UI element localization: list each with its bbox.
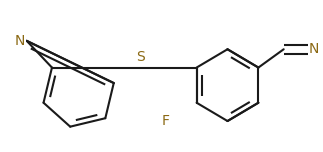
- Text: N: N: [309, 42, 319, 56]
- Text: N: N: [15, 34, 25, 48]
- Text: F: F: [162, 114, 169, 128]
- Text: S: S: [136, 50, 145, 64]
